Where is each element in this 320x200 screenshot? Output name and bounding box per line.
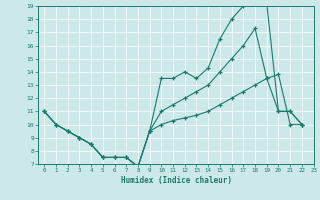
X-axis label: Humidex (Indice chaleur): Humidex (Indice chaleur) <box>121 176 231 185</box>
